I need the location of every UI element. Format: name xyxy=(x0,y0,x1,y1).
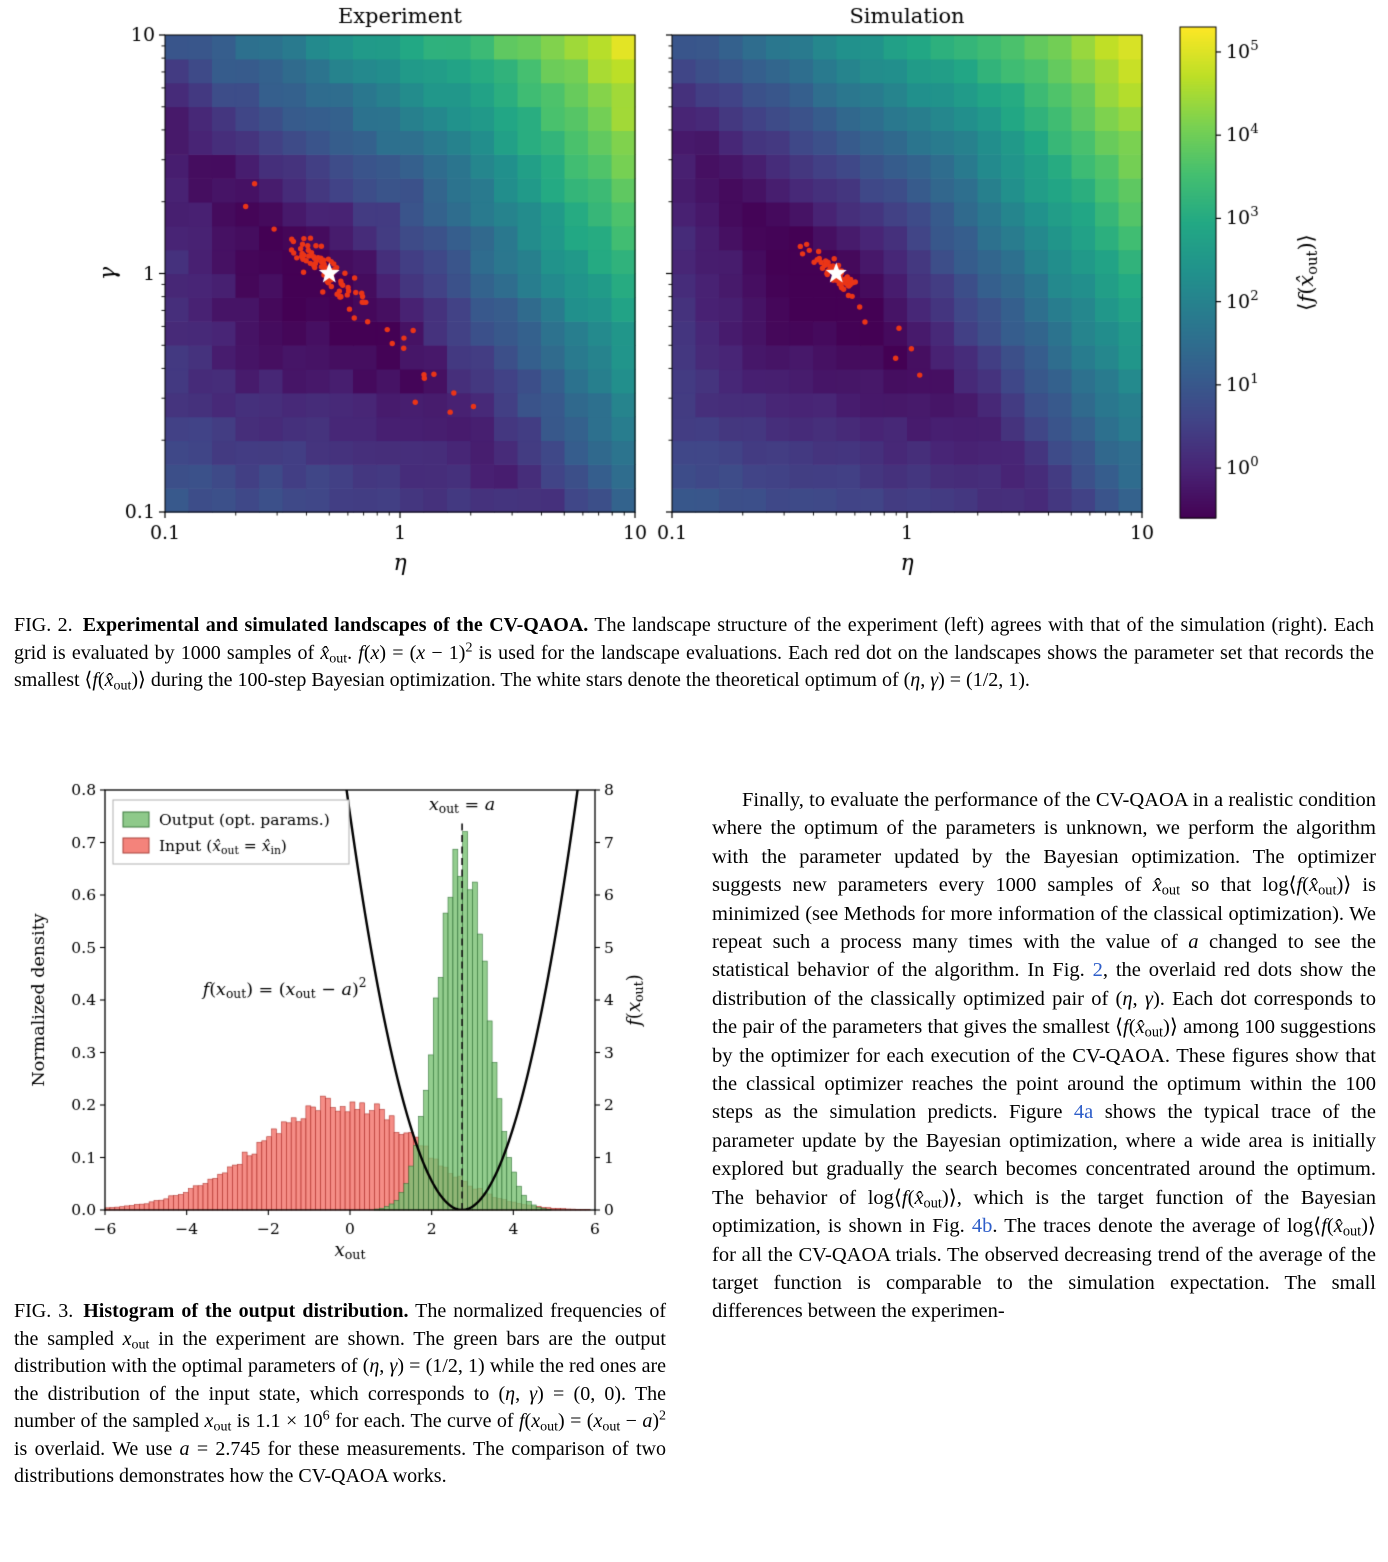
body-text-paragraph: Finally, to evaluate the performance of … xyxy=(712,789,1376,1323)
figure2-caption: FIG. 2. Experimental and simulated lands… xyxy=(14,614,1374,694)
figure-reference-link[interactable]: 4a xyxy=(1073,1101,1094,1124)
figure2-landscape-heatmaps xyxy=(0,0,1388,600)
figure3-histogram-plot xyxy=(20,772,660,1292)
figure3-caption: FIG. 3. Histogram of the output distribu… xyxy=(14,1300,667,1487)
figure-reference-link[interactable]: 4b xyxy=(971,1215,993,1238)
figure-reference-link[interactable]: 2 xyxy=(1092,959,1103,982)
